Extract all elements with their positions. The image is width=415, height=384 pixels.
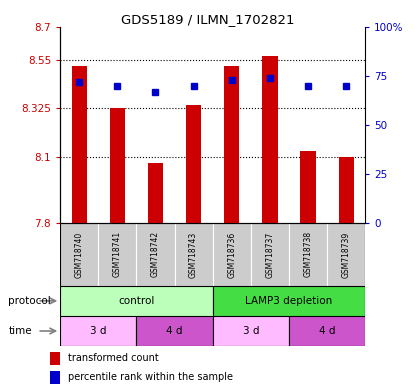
Bar bbox=[60, 316, 137, 346]
Bar bbox=[289, 223, 327, 286]
Text: GDS5189 / ILMN_1702821: GDS5189 / ILMN_1702821 bbox=[121, 13, 294, 26]
Bar bbox=[60, 223, 98, 286]
Text: time: time bbox=[8, 326, 32, 336]
Bar bbox=[50, 371, 60, 384]
Text: 4 d: 4 d bbox=[319, 326, 335, 336]
Text: transformed count: transformed count bbox=[68, 353, 159, 363]
Bar bbox=[137, 223, 175, 286]
Text: protocol: protocol bbox=[8, 296, 51, 306]
Text: GSM718743: GSM718743 bbox=[189, 231, 198, 278]
Text: control: control bbox=[118, 296, 155, 306]
Text: percentile rank within the sample: percentile rank within the sample bbox=[68, 372, 234, 382]
Bar bbox=[175, 223, 213, 286]
Bar bbox=[72, 66, 87, 223]
Bar bbox=[262, 56, 278, 223]
Text: GSM718736: GSM718736 bbox=[227, 231, 236, 278]
Text: GSM718739: GSM718739 bbox=[342, 231, 351, 278]
Bar bbox=[186, 105, 201, 223]
Bar bbox=[50, 352, 60, 365]
Text: 4 d: 4 d bbox=[166, 326, 183, 336]
Text: GSM718738: GSM718738 bbox=[303, 231, 312, 278]
Bar bbox=[327, 223, 365, 286]
Bar bbox=[148, 163, 163, 223]
Bar bbox=[289, 316, 365, 346]
Text: 3 d: 3 d bbox=[242, 326, 259, 336]
Bar bbox=[212, 286, 365, 316]
Bar bbox=[300, 151, 316, 223]
Bar bbox=[251, 223, 289, 286]
Bar bbox=[224, 66, 239, 223]
Text: LAMP3 depletion: LAMP3 depletion bbox=[245, 296, 332, 306]
Bar bbox=[212, 316, 289, 346]
Text: GSM718740: GSM718740 bbox=[75, 231, 84, 278]
Text: GSM718741: GSM718741 bbox=[113, 231, 122, 278]
Bar bbox=[212, 223, 251, 286]
Bar bbox=[339, 157, 354, 223]
Text: GSM718737: GSM718737 bbox=[265, 231, 274, 278]
Text: GSM718742: GSM718742 bbox=[151, 231, 160, 278]
Bar bbox=[98, 223, 137, 286]
Bar bbox=[60, 286, 212, 316]
Text: 3 d: 3 d bbox=[90, 326, 107, 336]
Bar bbox=[110, 108, 125, 223]
Bar bbox=[137, 316, 212, 346]
